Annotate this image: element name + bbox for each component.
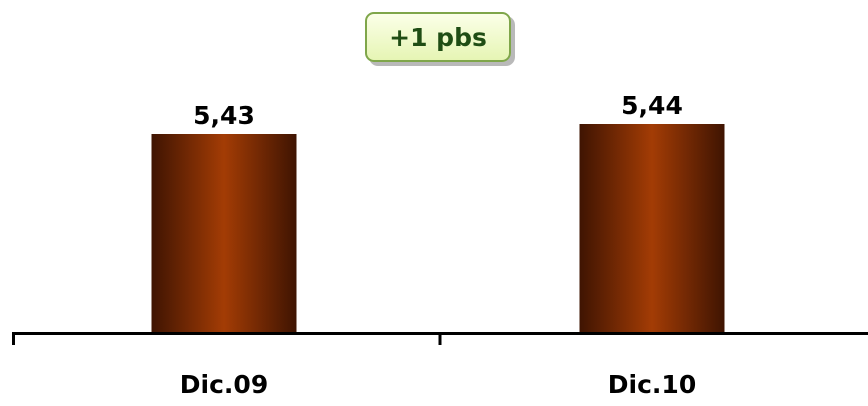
x-tick-label: Dic.10 [608,370,696,399]
data-label: 5,44 [621,91,683,120]
labels-layer: 5,43 Dic.09 5,44 Dic.10 [180,91,696,399]
bars-layer [151,124,725,332]
difference-badge: +1 pbs [365,12,511,62]
data-label: 5,43 [193,101,255,130]
x-tick-label: Dic.09 [180,370,268,399]
x-axis [12,332,868,345]
difference-badge-label: +1 pbs [389,22,487,52]
bar-dic10 [579,124,725,332]
bar-dic09 [151,134,297,332]
